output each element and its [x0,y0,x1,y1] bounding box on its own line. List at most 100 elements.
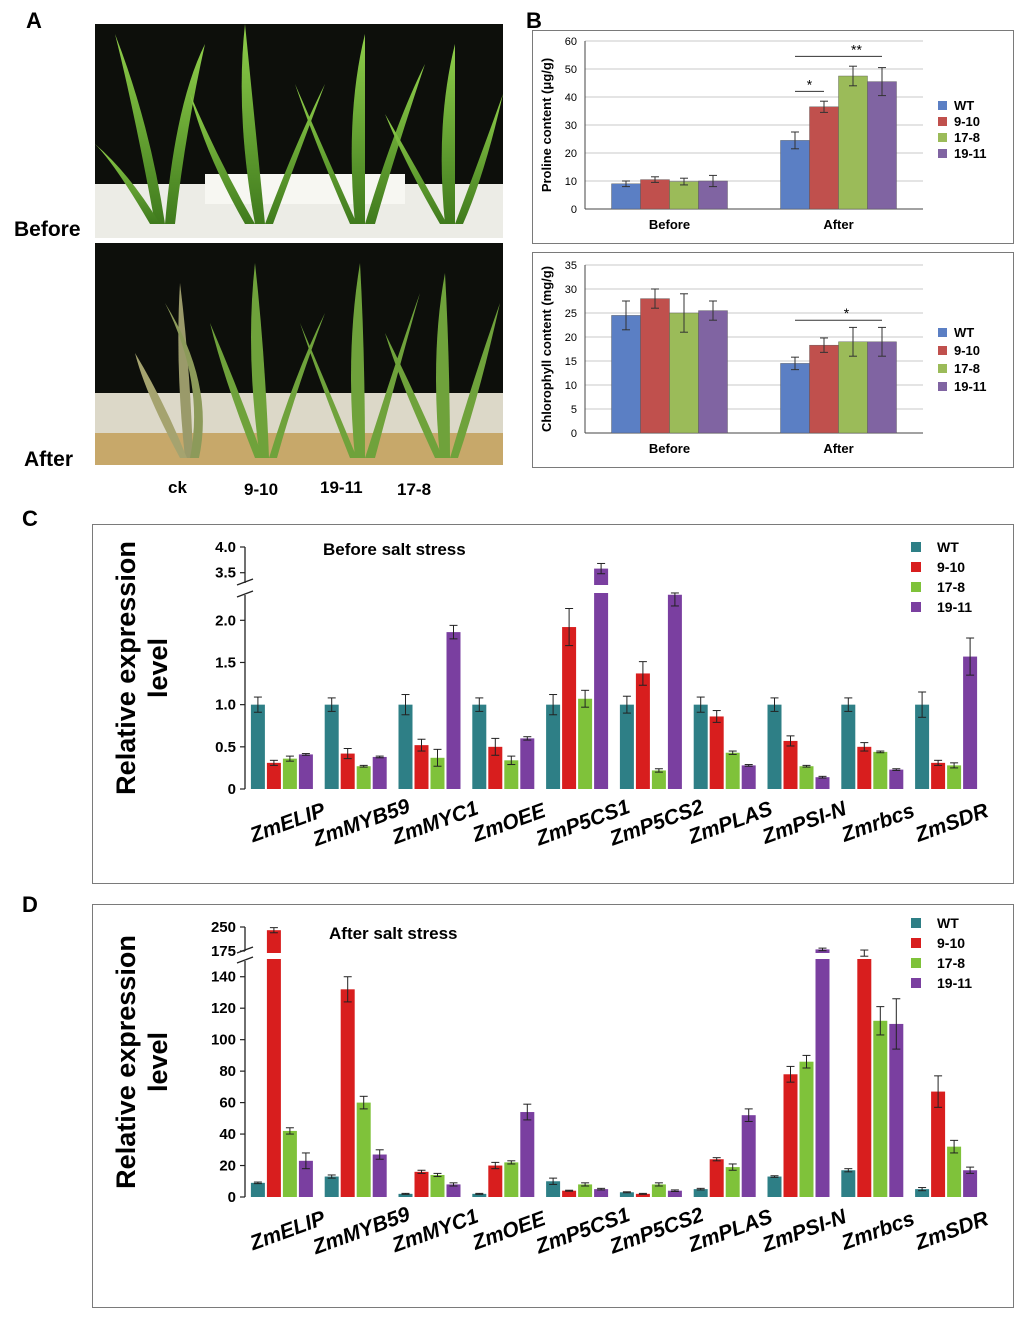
bar-9-10-zmsdr [931,762,946,789]
bar-19-11-zmp5cs1 [594,1189,609,1197]
bar-wt-zmsdr [915,1189,930,1197]
bar-17-8-zmsdr [947,765,962,789]
panel-label-b: B [526,8,542,33]
legend-label-19-11: 19-11 [937,599,972,615]
x-tick-label: After [823,441,853,456]
bar-9-10-zmp5cs2 [635,1193,650,1197]
y-tick-label: 15 [565,356,577,368]
bar-19-11-zmp5cs2 [667,594,682,789]
bar-9-10-before [640,179,670,210]
legend-swatch-9-10 [911,938,921,948]
y-axis-title: Chlorophyll content (mg/g) [539,266,554,432]
bar-wt-zmp5cs2 [619,1192,634,1197]
bar-17-8-zmmyb59 [356,1102,371,1197]
legend-label-9-10: 9-10 [954,343,980,358]
bar-19-11-zmsdr [963,656,978,789]
legend-label-19-11: 19-11 [954,146,987,161]
bar-wt-zmoee [472,1193,487,1197]
photo-before [95,24,503,238]
bar-wt-zmp5cs1 [546,704,561,789]
photo-after [95,243,503,465]
bar-17-8-zmrbcs [873,1020,888,1197]
bar-9-10-zmmyb59 [340,989,355,1197]
bar-17-8-after [838,75,868,210]
chart-before-salt-box: 0 0.5 1.0 1.5 2.0 3.5 4.0 Relative expression le… [92,524,1014,884]
legend-swatch-19-11 [911,602,921,612]
x-tick-label: Before [649,217,690,232]
legend-swatch-wt [911,918,921,928]
bar-break-gap [265,953,282,959]
chart-chlorophyll: 0 5 10 15 20 25 30 35 Chlorophyll content (mg/g)… [539,260,987,456]
bar-17-8-after [838,341,868,434]
bar-19-11-zmmyc1 [446,632,461,789]
y-tick-label: 80 [219,1063,236,1080]
bar-19-11-zmoee [520,1112,535,1197]
y-tick-label: 4.0 [215,539,236,556]
y-tick-label: 60 [565,36,577,48]
bar-19-11-zmmyc1 [446,1184,461,1197]
y-axis-title-line1: Relative expression [111,541,141,795]
bar-19-11-zmsdr [963,1170,978,1197]
y-tick-label: 20 [219,1158,236,1175]
bar-9-10-zmoee [488,1165,503,1197]
genotype-label-ck: ck [168,478,187,497]
y-tick-label: 10 [565,380,577,392]
panel-label-c: C [22,506,38,531]
bar-9-10-zmmyb59 [340,753,355,789]
chart-before-salt-stress: 0 0.5 1.0 1.5 2.0 3.5 4.0 Relative expression le… [111,539,992,851]
y-tick-label: 175 [211,943,236,960]
bar-19-11-zmpsi-n [815,949,830,1197]
bar-9-10-zmp5cs2 [635,673,650,789]
y-tick-label: 100 [211,1032,236,1049]
bar-9-10-before [640,298,670,434]
y-tick-label: 120 [211,1000,236,1017]
bar-19-11-zmelip [298,1160,313,1197]
bar-19-11-zmmyb59 [372,1154,387,1197]
bar-17-8-zmrbcs [873,751,888,789]
bar-9-10-zmp5cs1 [562,1190,577,1197]
bar-19-11-zmp5cs2 [667,1190,682,1197]
y-tick-label: 5 [571,404,577,416]
y-tick-label: 0 [571,428,577,440]
bar-9-10-zmmyc1 [414,1171,429,1197]
y-tick-label: 1.0 [215,697,236,714]
bar-9-10-after [809,344,839,434]
bar-wt-zmpsi-n [767,704,782,789]
legend-swatch-wt [911,542,921,552]
bar-19-11-zmmyb59 [372,756,387,789]
bar-17-8-zmplas [725,752,740,789]
bar-wt-zmrbcs [841,1170,856,1197]
y-tick-label: 140 [211,969,236,986]
bar-17-8-before [669,312,699,434]
bar-17-8-zmpsi-n [799,1061,814,1197]
axis-break-mark [236,946,254,954]
photo-before-label: Before [14,218,81,241]
y-tick-label: 40 [219,1126,236,1143]
legend-label-wt: WT [937,539,959,555]
y-tick-label: 30 [565,120,577,132]
x-tick-label: After [823,217,853,232]
axis-break-mark [236,590,254,598]
significance-marker: * [807,76,813,92]
bar-17-8-zmsdr [947,1146,962,1197]
bar-wt-zmplas [693,1189,708,1197]
legend-swatch-19-11 [938,149,947,158]
bar-wt-zmmyb59 [324,1176,339,1197]
legend-swatch-19-11 [938,382,947,391]
genotype-label-19-11: 19-11 [320,478,363,497]
y-tick-label: 40 [565,92,577,104]
bar-17-8-zmoee [504,1162,519,1197]
bar-wt-zmmyb59 [324,704,339,789]
bar-wt-after [780,140,810,210]
bar-17-8-zmplas [725,1167,740,1197]
y-tick-label: 20 [565,332,577,344]
genotype-label-9-10: 9-10 [244,480,279,499]
y-tick-label: 20 [565,148,577,160]
legend-swatch-17-8 [938,364,947,373]
chart-title: After salt stress [329,924,458,943]
y-tick-label: 30 [565,284,577,296]
chart-after-salt-stress: 0 20 40 60 80 100 120 140 175 250 Relative express… [111,915,992,1259]
y-tick-label: 3.5 [215,565,236,582]
legend-label-17-8: 17-8 [954,361,980,376]
bar-9-10-zmrbcs [857,953,872,1197]
